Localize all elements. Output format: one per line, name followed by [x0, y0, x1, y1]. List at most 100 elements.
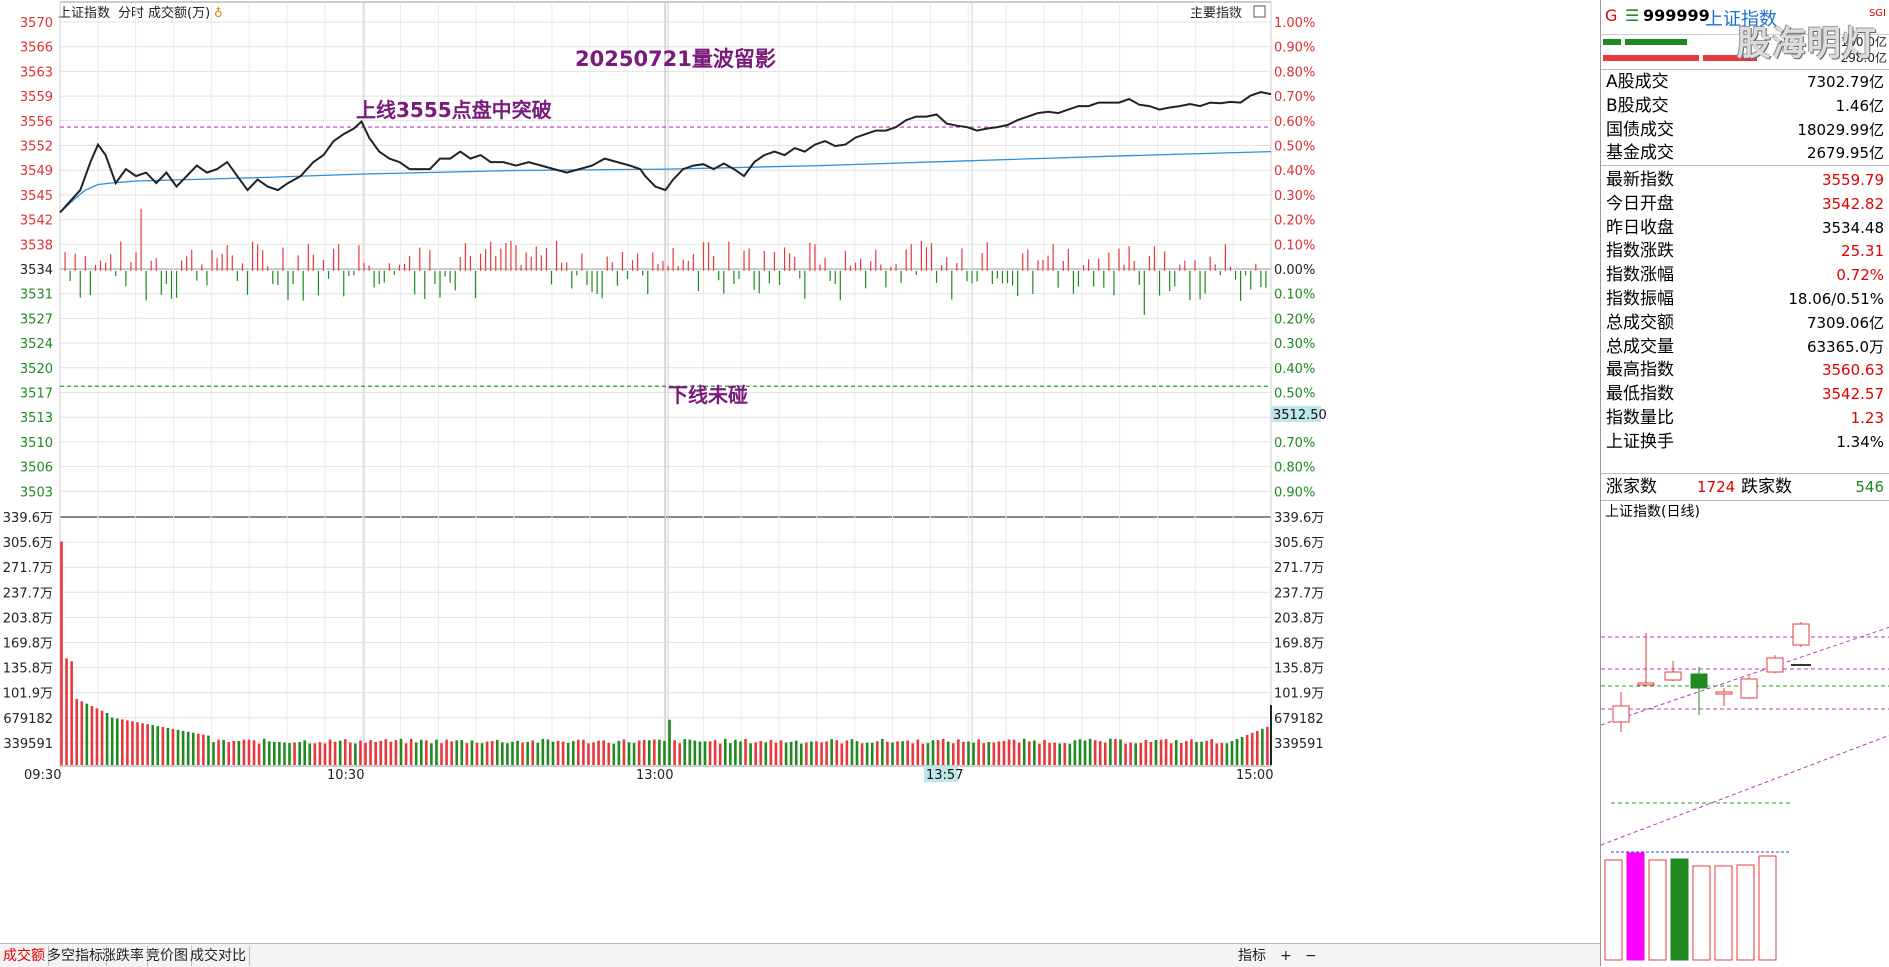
tab-1[interactable]: 多空指标 — [44, 946, 107, 966]
pct-tick-label: 0.20% — [1274, 214, 1315, 229]
row-label: 总成交额 — [1606, 312, 1674, 333]
volume-bar — [683, 739, 687, 765]
row-value: 3560.63 — [1821, 361, 1884, 380]
volume-bar — [951, 743, 955, 765]
volume-bar — [389, 741, 393, 765]
tab-right-2[interactable]: − — [1305, 948, 1317, 964]
volume-bar — [1002, 740, 1006, 765]
panel-separator — [1601, 165, 1889, 166]
volume-tick-label-right: 339591 — [1274, 737, 1324, 752]
volume-bar — [536, 742, 540, 765]
volume-bar — [374, 742, 377, 765]
volume-bar — [830, 739, 833, 765]
volume-bar — [1169, 743, 1173, 765]
header-volume-label: 成交额(万) — [148, 5, 210, 21]
volume-bar — [333, 741, 337, 765]
row-label: A股成交 — [1606, 72, 1669, 92]
volume-bar — [637, 740, 641, 765]
volume-bar — [1119, 739, 1122, 765]
price-tick-label: 3542 — [20, 214, 53, 229]
index-stat-row: 总成交量 63365.0万 — [1601, 335, 1889, 359]
volume-bar — [166, 727, 170, 765]
volume-bar — [1205, 740, 1208, 765]
volume-bar — [1210, 739, 1213, 765]
volume-bar — [430, 743, 433, 765]
volume-bar — [440, 743, 443, 765]
volume-bar — [354, 743, 357, 765]
tab-4[interactable]: 成交对比 — [187, 946, 250, 966]
daily-label-text: 上证指数(日线) — [1605, 504, 1700, 520]
intraday-chart[interactable]: 上证指数 分时 成交额(万) ♁ 主要指数 3570 1.00% 3566 0.90% 3563 0… — [0, 0, 1600, 966]
row-value: 63365.0万 — [1806, 337, 1884, 356]
volume-bar — [313, 743, 317, 765]
volume-tick-label-right: 135.8万 — [1274, 662, 1324, 677]
volume-bar — [318, 742, 322, 765]
daily-kline-chart[interactable] — [1601, 520, 1889, 966]
pct-tick-label: 0.70% — [1274, 90, 1315, 105]
volume-bar — [1255, 730, 1259, 765]
volume-tick-label: 339591 — [3, 737, 53, 752]
volume-tick-label-right: 101.9万 — [1274, 687, 1324, 702]
volume-bar — [784, 742, 788, 765]
volume-bar — [1017, 742, 1021, 765]
price-tick-label: 3524 — [20, 337, 53, 352]
volume-bar — [825, 741, 828, 765]
pct-tick-label: 0.10% — [1274, 288, 1315, 303]
volume-bar — [75, 698, 79, 765]
volume-tick-label: 339.6万 — [3, 511, 53, 526]
volume-bar — [460, 740, 464, 765]
volume-bar — [886, 741, 889, 765]
row-label: 今日开盘 — [1606, 193, 1674, 214]
volume-bar — [546, 739, 550, 765]
pct-tick-label: 0.20% — [1274, 312, 1315, 327]
volume-bar — [860, 743, 864, 765]
daily-candle — [1664, 661, 1682, 681]
volume-bar — [379, 740, 383, 765]
pct-tick-label: 0.40% — [1274, 362, 1315, 377]
volume-bar — [632, 743, 636, 765]
volume-bar — [1185, 741, 1188, 765]
row-label: 指数涨跌 — [1606, 241, 1674, 262]
volume-bar — [799, 743, 803, 765]
volume-bar — [642, 739, 646, 765]
volume-bar — [359, 740, 362, 765]
volume-bar — [176, 729, 180, 765]
volume-bar — [668, 719, 671, 765]
volume-bar — [1190, 739, 1193, 765]
volume-bar — [658, 739, 661, 765]
compare-bottom-value: 298.0亿 — [1841, 50, 1887, 65]
volume-bar — [987, 742, 991, 765]
advance-decline-row: 涨家数 1724 跌家数 546 — [1601, 475, 1889, 499]
daily-volume-bar — [1714, 865, 1733, 961]
volume-bar — [571, 741, 575, 765]
tab-2[interactable]: 涨跌率 — [99, 946, 148, 966]
row-label: 国债成交 — [1606, 119, 1674, 140]
tab-right-0[interactable]: 指标 — [1238, 948, 1266, 964]
panel-separator — [1601, 69, 1889, 70]
volume-bar — [141, 723, 144, 765]
daily-volume-bar — [1648, 859, 1667, 961]
row-value: 1.23 — [1850, 409, 1884, 427]
tab-0[interactable]: 成交额 — [0, 946, 49, 966]
volume-tick-label: 305.6万 — [3, 536, 53, 551]
volume-bar — [70, 661, 73, 765]
pct-tick-label: 0.70% — [1274, 436, 1315, 451]
volume-bar — [1103, 742, 1107, 765]
volume-tick-label-right: 271.7万 — [1274, 561, 1324, 576]
row-label: 指数涨幅 — [1606, 265, 1674, 286]
volume-bar — [252, 740, 256, 765]
pct-tick-label: 0.90% — [1274, 41, 1315, 56]
price-tick-label: 3520 — [20, 362, 53, 377]
volume-bar — [1129, 742, 1132, 765]
tab-right-1[interactable]: + — [1280, 948, 1292, 964]
volume-bar — [394, 740, 398, 765]
header-chart-mode: 分时 — [118, 6, 144, 21]
menu-icon[interactable]: ☰ — [1625, 6, 1640, 25]
index-stat-row: 最低指数 3542.57 — [1601, 382, 1889, 406]
volume-bar — [1048, 742, 1051, 765]
pct-tick-label: 0.50% — [1274, 387, 1315, 402]
row-value: 25.31 — [1841, 242, 1884, 261]
row-value: 7302.79亿 — [1806, 73, 1884, 91]
tab-3[interactable]: 竞价图 — [143, 946, 192, 966]
volume-bar — [1139, 742, 1143, 765]
